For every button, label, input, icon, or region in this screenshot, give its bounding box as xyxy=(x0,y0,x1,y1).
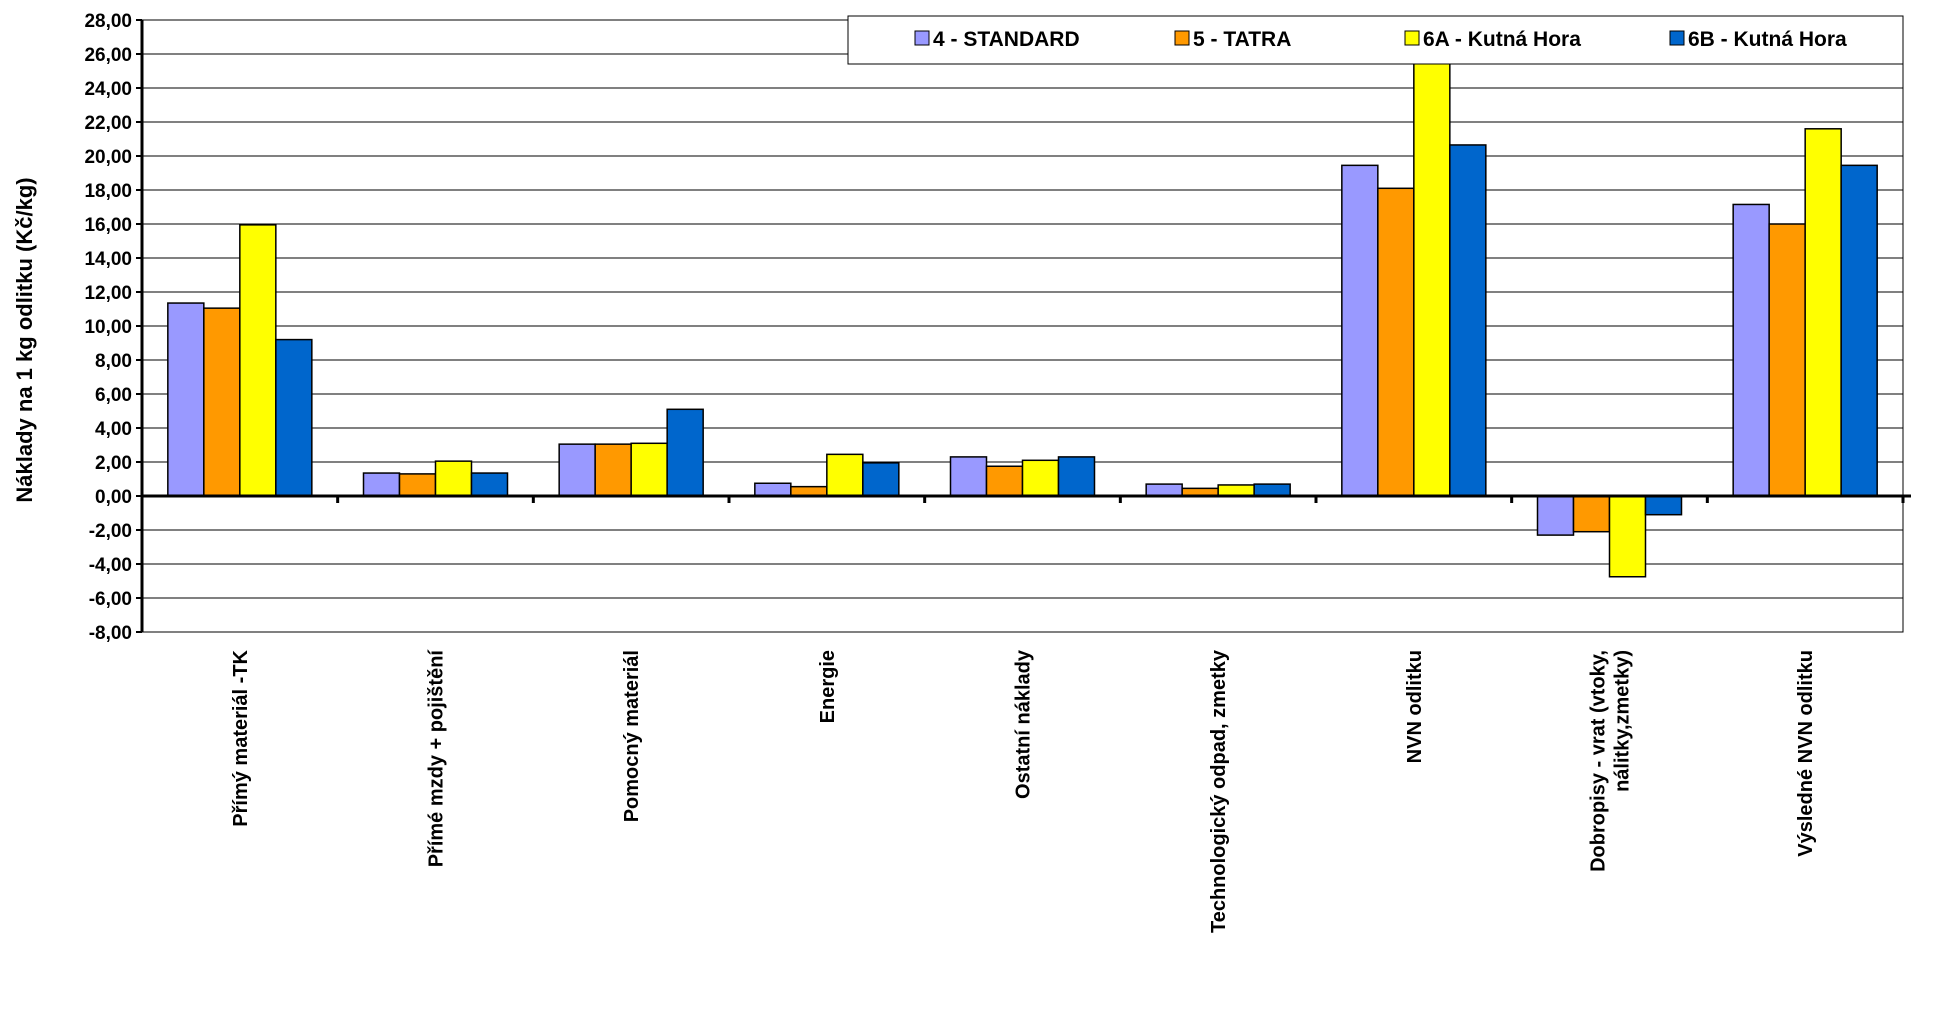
y-tick-label: 24,00 xyxy=(84,79,132,100)
bar xyxy=(949,456,988,497)
bar xyxy=(1536,495,1575,536)
y-tick-label: 14,00 xyxy=(84,249,132,270)
bar xyxy=(398,473,437,497)
bar xyxy=(239,224,277,497)
legend-entry: 5 - TATRA xyxy=(1193,28,1291,51)
legend-entry: 6B - Kutná Hora xyxy=(1688,28,1847,51)
y-tick-label: -6,00 xyxy=(89,589,132,610)
bar xyxy=(594,443,632,497)
bar xyxy=(203,307,241,497)
y-tick-label: -2,00 xyxy=(89,521,132,542)
bar xyxy=(630,442,668,497)
category-label: Energie xyxy=(817,650,839,723)
bar xyxy=(826,453,864,497)
category-label: Pomocný materiál xyxy=(621,650,643,822)
y-tick-label: -8,00 xyxy=(89,623,132,644)
category-label: NVN odlitku xyxy=(1404,650,1426,763)
category-label: Dobropisy - vrat (vtoky, xyxy=(1588,650,1610,872)
y-tick-label: 18,00 xyxy=(84,181,132,202)
bar xyxy=(1768,223,1806,497)
bar xyxy=(1608,495,1647,578)
y-tick-label: 2,00 xyxy=(95,453,132,474)
bar xyxy=(1804,128,1842,497)
legend-swatch xyxy=(1174,30,1190,46)
y-tick-label: 4,00 xyxy=(95,419,132,440)
bar xyxy=(1644,495,1683,516)
y-tick-label: 28,00 xyxy=(84,11,132,32)
y-tick-label: 0,00 xyxy=(95,487,132,508)
y-tick-label: -4,00 xyxy=(89,555,132,576)
category-label: Technologický odpad, zmetky xyxy=(1208,649,1230,933)
bar xyxy=(1572,495,1611,533)
bar xyxy=(1341,164,1379,497)
bar xyxy=(1021,459,1060,497)
bar xyxy=(1840,164,1878,497)
legend-swatch xyxy=(914,30,930,46)
bar xyxy=(167,302,205,497)
bar xyxy=(1449,144,1487,497)
legend-swatch xyxy=(1669,30,1685,46)
y-tick-label: 10,00 xyxy=(84,317,132,338)
y-axis-label: Náklady na 1 kg odlitku (Kč/kg) xyxy=(12,177,37,502)
bar xyxy=(1057,456,1096,497)
bar xyxy=(1732,203,1770,497)
bar xyxy=(985,465,1024,497)
y-tick-label: 8,00 xyxy=(95,351,132,372)
bar xyxy=(1253,483,1291,497)
legend-entry: 6A - Kutná Hora xyxy=(1423,28,1581,51)
bar xyxy=(470,472,509,497)
y-tick-label: 16,00 xyxy=(84,215,132,236)
category-label: Ostatní náklady xyxy=(1013,649,1035,799)
bar xyxy=(558,443,596,497)
legend-entry: 4 - STANDARD xyxy=(933,28,1080,51)
y-tick-label: 20,00 xyxy=(84,147,132,168)
y-tick-label: 26,00 xyxy=(84,45,132,66)
y-tick-label: 6,00 xyxy=(95,385,132,406)
bar xyxy=(666,408,704,497)
category-labels: Přímý materiál -TK Přímé mzdy + pojištění… xyxy=(230,649,1817,933)
bar xyxy=(1217,484,1255,497)
bar xyxy=(1413,51,1451,497)
bars xyxy=(167,51,1878,578)
category-label: nálitky,zmetky) xyxy=(1612,650,1634,792)
y-tick-labels: -8,00 -6,00 -4,00 -2,00 0,00 2,00 4,00 6,00 8,00… xyxy=(84,11,132,644)
category-label: Přímý materiál -TK xyxy=(230,649,252,826)
bar xyxy=(362,472,401,497)
category-label: Přímé mzdy + pojištění xyxy=(426,649,448,868)
y-tick-label: 12,00 xyxy=(84,283,132,304)
bar xyxy=(862,462,900,497)
axes xyxy=(136,19,1911,633)
bar xyxy=(754,482,792,497)
y-tick-label: 22,00 xyxy=(84,113,132,134)
bar xyxy=(275,338,313,497)
bar xyxy=(434,460,473,497)
legend-swatch xyxy=(1404,30,1420,46)
category-label: Výsledné NVN odlitku xyxy=(1795,650,1817,857)
bar xyxy=(1145,483,1183,497)
legend: 4 - STANDARD 5 - TATRA 6A - Kutná Hora 6B -… xyxy=(847,15,1904,65)
bar xyxy=(1377,187,1415,497)
legend-box xyxy=(847,15,1904,65)
